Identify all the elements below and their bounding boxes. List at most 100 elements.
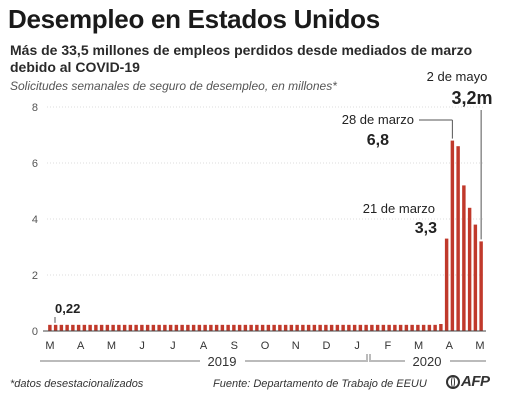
bar xyxy=(347,324,351,331)
annotation-date: 28 de marzo xyxy=(342,112,414,127)
bar xyxy=(134,324,138,331)
y-tick-label: 0 xyxy=(32,326,38,338)
bar xyxy=(473,224,478,331)
unemployment-bar-chart: 0 2 4 6 8 M A M J J A S O N D J F M A M 2019 2020 0,22 21 de ma… xyxy=(32,69,493,369)
annotation-value: 0,22 xyxy=(55,301,80,316)
bar xyxy=(335,324,340,331)
bar xyxy=(122,324,127,331)
bar xyxy=(197,324,202,331)
month-label: J xyxy=(170,340,176,352)
y-tick-label: 2 xyxy=(32,270,38,282)
bar xyxy=(301,324,305,331)
bar xyxy=(168,324,173,331)
bar xyxy=(174,324,179,331)
bar xyxy=(226,324,230,331)
month-label: M xyxy=(45,340,54,352)
bar xyxy=(88,324,92,331)
bar xyxy=(387,324,391,331)
bar xyxy=(318,324,322,331)
bar xyxy=(94,324,98,331)
bar xyxy=(99,324,104,331)
bar xyxy=(444,238,449,331)
bar xyxy=(105,324,110,331)
globe-icon xyxy=(446,375,460,389)
bar xyxy=(249,324,253,331)
chart-title: Desempleo en Estados Unidos xyxy=(8,4,380,34)
bar xyxy=(71,324,75,331)
bar xyxy=(312,324,317,331)
bar xyxy=(295,324,299,331)
year-label: 2019 xyxy=(208,354,237,369)
annotation-value: 3,3 xyxy=(415,220,437,237)
year-label: 2020 xyxy=(413,354,442,369)
chart-caption: Solicitudes semanales de seguro de desem… xyxy=(10,79,337,93)
y-tick-label: 4 xyxy=(32,214,38,226)
annotation-value: 3,2m xyxy=(451,88,492,108)
month-label: J xyxy=(354,340,360,352)
bar xyxy=(272,324,276,331)
bar xyxy=(289,324,294,331)
bar xyxy=(243,324,248,331)
month-label: O xyxy=(261,340,270,352)
bar xyxy=(128,324,133,331)
bar xyxy=(117,324,121,331)
month-label: D xyxy=(322,340,330,352)
bar xyxy=(209,324,213,331)
bar xyxy=(260,324,265,331)
month-label: M xyxy=(414,340,423,352)
annotation-value: 6,8 xyxy=(367,132,389,149)
footnote: *datos desestacionalizados xyxy=(10,378,144,390)
bar xyxy=(76,324,81,331)
month-label: A xyxy=(200,340,208,352)
bar xyxy=(203,324,207,331)
bar xyxy=(111,324,115,331)
bar xyxy=(163,324,167,331)
bar xyxy=(232,324,236,331)
bar xyxy=(375,324,380,331)
bar xyxy=(48,324,52,331)
source-credit: Fuente: Departamento de Trabajo de EEUU xyxy=(213,378,427,390)
bar xyxy=(65,324,69,331)
bar xyxy=(255,324,259,331)
bar xyxy=(479,241,483,331)
month-label: F xyxy=(384,340,391,352)
bar xyxy=(237,324,242,331)
bar xyxy=(324,324,328,331)
bar xyxy=(416,324,420,331)
bar xyxy=(456,146,460,331)
afp-logo: AFP xyxy=(446,373,490,390)
bar xyxy=(278,324,282,331)
month-label: S xyxy=(231,340,238,352)
bar xyxy=(180,324,184,331)
month-label: M xyxy=(475,340,484,352)
bar xyxy=(427,324,432,331)
bar xyxy=(404,324,409,331)
bar xyxy=(214,324,219,331)
bar xyxy=(439,324,443,331)
bar xyxy=(306,324,311,331)
bar xyxy=(393,324,397,331)
bar xyxy=(433,324,437,331)
bar xyxy=(364,324,368,331)
bar xyxy=(421,324,426,331)
y-tick-label: 6 xyxy=(32,158,38,170)
bar xyxy=(352,324,357,331)
month-label: M xyxy=(107,340,116,352)
month-label: A xyxy=(77,340,85,352)
bar xyxy=(186,324,190,331)
bar xyxy=(59,324,64,331)
bar xyxy=(145,324,150,331)
y-tick-label: 8 xyxy=(32,102,38,114)
bar xyxy=(410,324,414,331)
bar xyxy=(140,324,144,331)
bar xyxy=(450,140,455,331)
annotation-date: 21 de marzo xyxy=(363,201,435,216)
bar xyxy=(283,324,288,331)
month-label: J xyxy=(139,340,145,352)
bar xyxy=(266,324,271,331)
bar xyxy=(329,324,334,331)
bar xyxy=(462,185,466,331)
bar xyxy=(191,324,196,331)
bar xyxy=(398,324,403,331)
bar xyxy=(53,324,58,331)
